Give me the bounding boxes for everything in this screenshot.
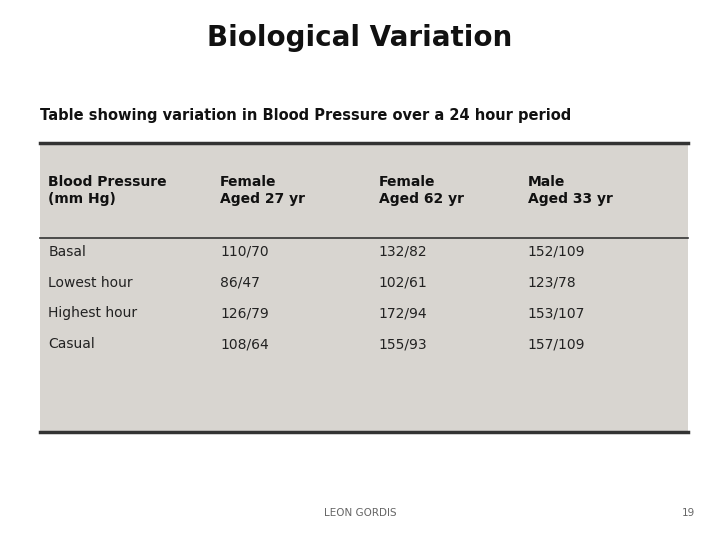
Text: Basal: Basal bbox=[48, 245, 86, 259]
Text: 86/47: 86/47 bbox=[220, 276, 260, 290]
Text: LEON GORDIS: LEON GORDIS bbox=[324, 508, 396, 518]
Text: Biological Variation: Biological Variation bbox=[207, 24, 513, 52]
Text: Blood Pressure
(mm Hg): Blood Pressure (mm Hg) bbox=[48, 175, 167, 206]
Text: 132/82: 132/82 bbox=[379, 245, 428, 259]
Text: 108/64: 108/64 bbox=[220, 338, 269, 352]
Text: Female
Aged 27 yr: Female Aged 27 yr bbox=[220, 175, 305, 206]
Text: Table showing variation in Blood Pressure over a 24 hour period: Table showing variation in Blood Pressur… bbox=[40, 108, 571, 123]
Text: 153/107: 153/107 bbox=[528, 307, 585, 321]
Text: Highest hour: Highest hour bbox=[48, 307, 138, 321]
Text: Female
Aged 62 yr: Female Aged 62 yr bbox=[379, 175, 464, 206]
Text: Male
Aged 33 yr: Male Aged 33 yr bbox=[528, 175, 613, 206]
Text: Lowest hour: Lowest hour bbox=[48, 276, 133, 290]
Text: 110/70: 110/70 bbox=[220, 245, 269, 259]
Text: 152/109: 152/109 bbox=[528, 245, 585, 259]
Text: Casual: Casual bbox=[48, 338, 95, 352]
Text: 155/93: 155/93 bbox=[379, 338, 428, 352]
Text: 123/78: 123/78 bbox=[528, 276, 577, 290]
Text: 102/61: 102/61 bbox=[379, 276, 428, 290]
Text: 172/94: 172/94 bbox=[379, 307, 428, 321]
Text: 19: 19 bbox=[682, 508, 695, 518]
Text: 126/79: 126/79 bbox=[220, 307, 269, 321]
Text: 157/109: 157/109 bbox=[528, 338, 585, 352]
